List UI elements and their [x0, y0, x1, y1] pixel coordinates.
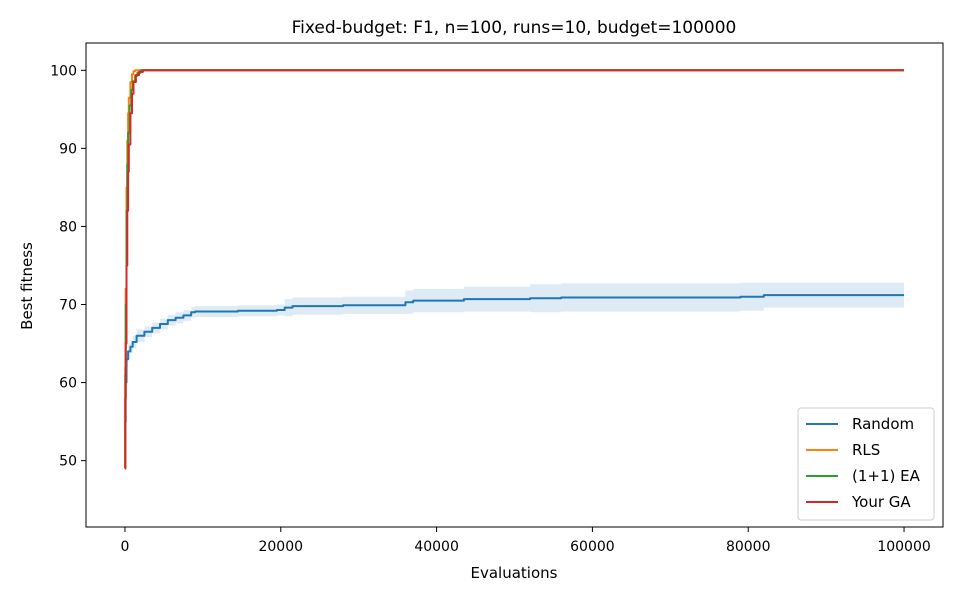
y-tick-label: 60 [59, 376, 77, 392]
legend: Random RLS (1+1) EA Your GA [797, 407, 935, 521]
series-line-0 [124, 294, 904, 470]
plot-frame [85, 42, 944, 528]
y-axis-label: Best fitness [18, 242, 36, 330]
y-tick-label: 70 [59, 298, 77, 314]
x-tick-label: 100000 [877, 539, 930, 555]
x-tick-label: 80000 [726, 539, 771, 555]
x-tick-label: 60000 [570, 539, 615, 555]
y-tick-label: 50 [59, 454, 77, 470]
x-tick-label: 40000 [414, 539, 459, 555]
confidence-bands [125, 282, 904, 469]
y-tick-label: 90 [59, 141, 77, 157]
y-tick-label: 80 [59, 219, 77, 235]
legend-label: Your GA [851, 493, 911, 511]
x-tick-label: 0 [120, 539, 129, 555]
y-tick-label: 100 [50, 63, 77, 79]
x-axis-label: Evaluations [471, 564, 558, 582]
x-tick-label: 20000 [258, 539, 303, 555]
band-0 [125, 282, 904, 469]
legend-label: (1+1) EA [852, 467, 921, 485]
series-line-3 [124, 69, 904, 470]
legend-box [797, 407, 935, 521]
series-line-1 [124, 69, 904, 470]
chart-title: Fixed-budget: F1, n=100, runs=10, budget… [292, 18, 737, 38]
series-lines [124, 69, 904, 470]
y-axis-ticks: 50 60 70 80 90 100 [50, 63, 86, 470]
x-axis-ticks: 0 20000 40000 60000 80000 100000 [120, 527, 931, 555]
series-line-2 [124, 69, 904, 470]
legend-label: RLS [852, 441, 880, 459]
legend-label: Random [852, 415, 914, 433]
